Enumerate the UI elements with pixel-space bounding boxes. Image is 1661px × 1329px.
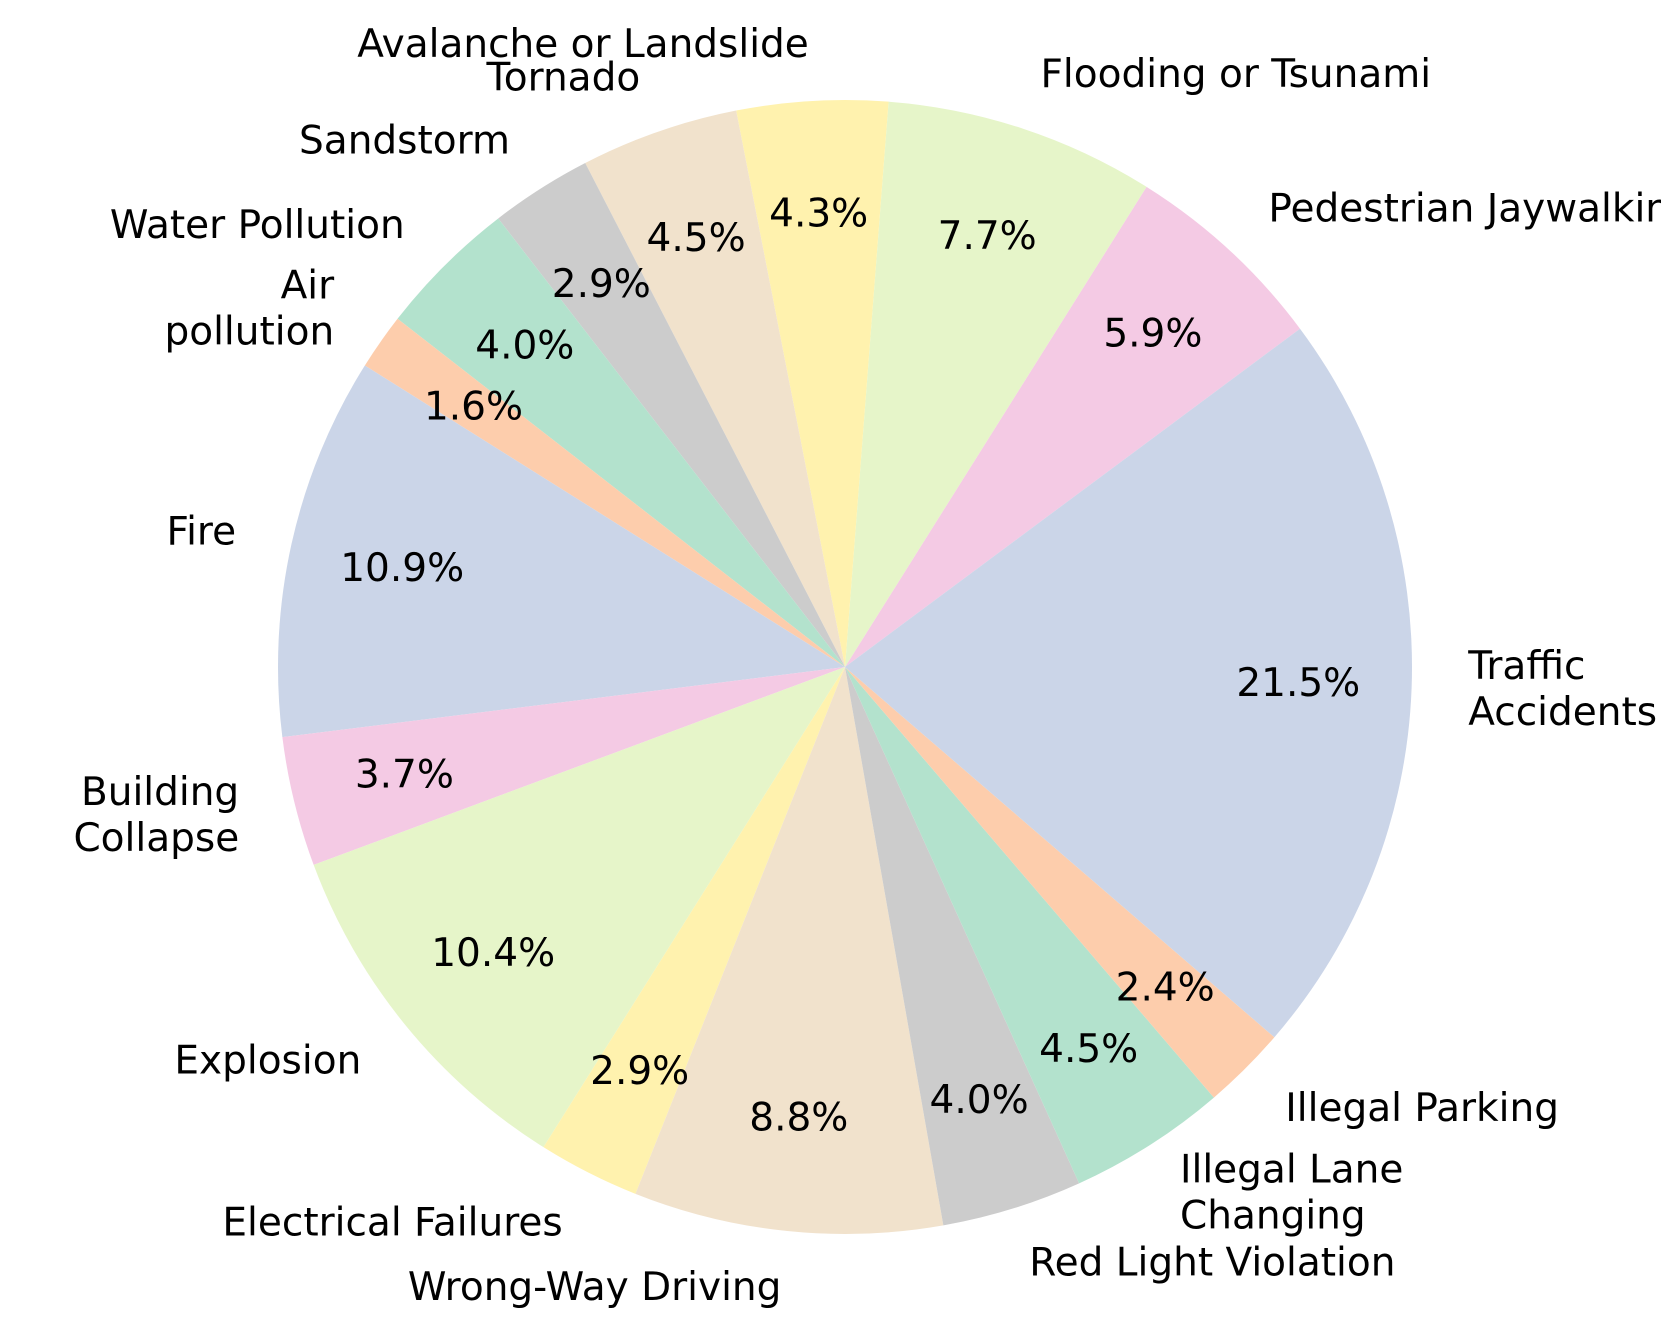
wedge-water-pollution xyxy=(397,218,845,667)
category-label-illegal-lane-changing-line-1: Illegal Lane xyxy=(1180,1148,1403,1193)
wedge-illegal-parking xyxy=(845,667,1275,1098)
wedge-pedestrian-jaywalking xyxy=(845,186,1301,667)
pct-label-explosion: 10.4% xyxy=(431,931,555,976)
category-labels: Pedestrian Jaywalking Flooding or Tsunami… xyxy=(73,22,1661,1310)
pct-label-air-pollution: 1.6% xyxy=(424,384,523,429)
category-label-water-pollution: Water Pollution xyxy=(110,203,405,248)
category-label-explosion: Explosion xyxy=(174,1038,361,1083)
pct-label-building-collapse: 3.7% xyxy=(355,753,454,798)
wedge-illegal-lane-changing xyxy=(845,667,1214,1184)
category-label-flooding-or-tsunami: Flooding or Tsunami xyxy=(1041,52,1432,97)
wedge-red-light-violation xyxy=(845,667,1080,1226)
pct-label-water-pollution: 4.0% xyxy=(475,323,574,368)
category-label-sandstorm: Sandstorm xyxy=(299,118,510,163)
pct-label-sandstorm: 2.9% xyxy=(552,262,651,307)
pct-label-flooding-or-tsunami: 7.7% xyxy=(938,214,1037,259)
pct-label-electrical-failures: 2.9% xyxy=(590,1049,689,1094)
wedge-traffic-accidents xyxy=(845,328,1412,1038)
wedge-fire xyxy=(278,365,845,738)
category-label-air-pollution-line-1: Air xyxy=(281,264,336,309)
wedge-tornado xyxy=(585,110,845,668)
category-label-building-collapse-line-2: Collapse xyxy=(73,816,239,861)
wedge-air-pollution xyxy=(364,318,845,667)
pct-label-traffic-accidents: 21.5% xyxy=(1236,661,1360,706)
category-label-tornado: Tornado xyxy=(486,55,641,100)
wedge-sandstorm xyxy=(498,163,845,667)
wedge-building-collapse xyxy=(282,667,845,865)
pct-label-tornado: 4.5% xyxy=(647,216,746,261)
wedge-wrong-way-driving xyxy=(635,667,944,1234)
category-label-fire: Fire xyxy=(166,509,236,554)
wedge-electrical-failures xyxy=(543,667,845,1194)
pct-label-wrong-way-driving: 8.8% xyxy=(749,1096,848,1141)
pie-wedges xyxy=(278,100,1412,1234)
pct-label-fire: 10.9% xyxy=(340,546,464,591)
category-label-air-pollution-line-2: pollution xyxy=(164,310,334,355)
category-label-red-light-violation: Red Light Violation xyxy=(1029,1240,1395,1285)
wedge-flooding-or-tsunami xyxy=(845,101,1147,668)
category-label-traffic-accidents-line-1: Traffic xyxy=(1467,644,1585,689)
percentage-labels: 5.9%7.7%4.3%4.5%2.9%4.0%1.6%10.9%3.7%10.… xyxy=(340,192,1360,1141)
category-label-pedestrian-jaywalking: Pedestrian Jaywalking xyxy=(1268,187,1661,232)
category-label-traffic-accidents-line-2: Accidents xyxy=(1468,690,1657,735)
category-label-illegal-lane-changing-line-2: Changing xyxy=(1180,1194,1366,1239)
pct-label-illegal-parking: 2.4% xyxy=(1116,966,1215,1011)
pct-label-pedestrian-jaywalking: 5.9% xyxy=(1103,311,1202,356)
category-label-building-collapse-line-1: Building xyxy=(81,770,239,815)
pct-label-illegal-lane-changing: 4.5% xyxy=(1039,1027,1138,1072)
wedge-explosion xyxy=(313,667,845,1148)
wedge-avalanche-or-landslide xyxy=(736,100,889,667)
category-label-electrical-failures: Electrical Failures xyxy=(222,1201,562,1246)
category-label-wrong-way-driving: Wrong-Way Driving xyxy=(408,1265,782,1310)
pct-label-avalanche-or-landslide: 4.3% xyxy=(769,192,868,237)
pct-label-red-light-violation: 4.0% xyxy=(930,1078,1029,1123)
category-label-illegal-parking: Illegal Parking xyxy=(1285,1086,1559,1131)
category-label-avalanche-or-landslide: Avalanche or Landslide xyxy=(357,22,809,67)
